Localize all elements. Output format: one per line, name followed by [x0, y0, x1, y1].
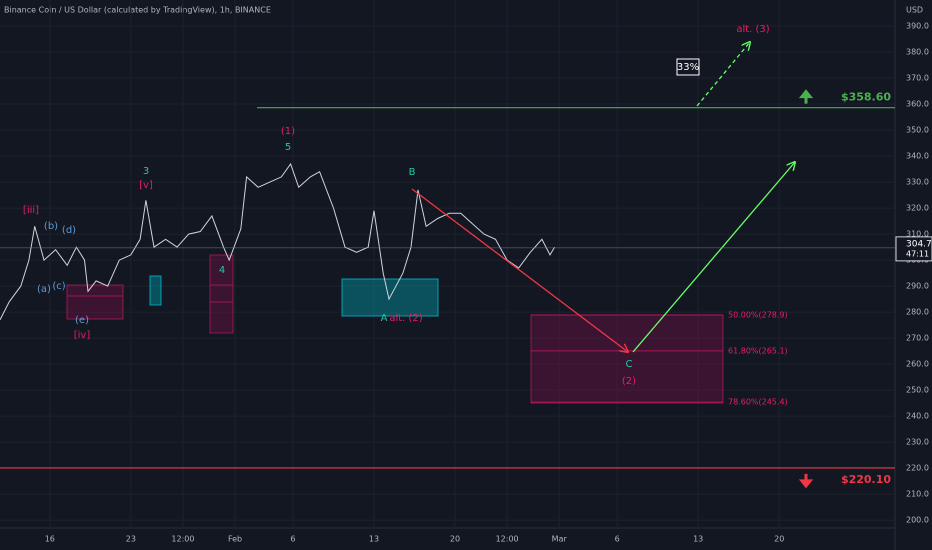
arrow — [411, 188, 628, 352]
y-tick-label: 240.0 — [906, 412, 929, 421]
y-tick-label: 370.0 — [906, 74, 929, 83]
level-arrow — [798, 473, 814, 489]
x-tick-label: 6 — [615, 535, 620, 544]
x-tick-label: 12:00 — [496, 535, 519, 544]
annotation: 4 — [219, 265, 225, 276]
annotation: 5 — [285, 142, 291, 153]
chart-title: Binance Coin / US Dollar (calculated by … — [4, 6, 271, 15]
last-price: 304.7 — [906, 239, 932, 249]
y-tick-label: 350.0 — [906, 126, 929, 135]
x-tick-label: Feb — [228, 535, 242, 544]
y-tick-label: 250.0 — [906, 386, 929, 395]
y-tick-label: 220.0 — [906, 464, 929, 473]
annotation: C — [626, 359, 633, 370]
annotation: (d) — [62, 225, 76, 236]
annotation: (1) — [281, 126, 295, 137]
x-tick-label: 13 — [693, 535, 703, 544]
annotation: (2) — [622, 376, 636, 387]
annotation: A — [381, 313, 388, 324]
x-tick-label: 23 — [126, 535, 136, 544]
annotation: (a) — [37, 284, 51, 295]
y-tick-label: 330.0 — [906, 178, 929, 187]
annotation: alt. (2) — [389, 313, 422, 324]
annotation: (b) — [44, 221, 58, 232]
level-label: $358.60 — [841, 91, 891, 104]
y-tick-label: 210.0 — [906, 490, 929, 499]
last-price-box — [895, 236, 932, 262]
x-tick-label: 13 — [369, 535, 379, 544]
price-line — [0, 162, 556, 321]
x-tick-label: 16 — [45, 535, 55, 544]
annotation: B — [409, 167, 416, 178]
y-tick-label: 380.0 — [906, 48, 929, 57]
annotation: [iii] — [23, 205, 39, 216]
annotation: [v] — [139, 180, 153, 191]
y-tick-label: 230.0 — [906, 438, 929, 447]
x-tick-label: 6 — [290, 535, 295, 544]
annotation: alt. (3) — [736, 24, 769, 35]
zone-box — [149, 275, 162, 306]
annotation: 33% — [677, 62, 699, 73]
y-tick-label: 320.0 — [906, 204, 929, 213]
arrow — [632, 162, 795, 353]
annotation: (e) — [75, 315, 89, 326]
y-tick-label: 290.0 — [906, 282, 929, 291]
x-tick-label: 12:00 — [171, 535, 194, 544]
x-tick-label: 20 — [450, 535, 460, 544]
y-tick-label: 390.0 — [906, 22, 929, 31]
x-tick-label: Mar — [552, 535, 568, 544]
annotation: 3 — [143, 166, 149, 177]
y-tick-label: 260.0 — [906, 360, 929, 369]
y-tick-label: 360.0 — [906, 100, 929, 109]
fib-label: 50.00%(278.9) — [728, 310, 788, 319]
annotation: (c) — [52, 281, 65, 292]
annotation-box — [676, 58, 700, 76]
countdown: 47:11 — [906, 249, 929, 258]
level-arrow — [798, 89, 814, 104]
level-label: $220.10 — [841, 473, 891, 486]
zone-box — [209, 254, 234, 334]
annotation: [iv] — [74, 330, 91, 341]
y-tick-label: 270.0 — [906, 334, 929, 343]
x-tick-label: 20 — [774, 535, 784, 544]
fib-label: 78.60%(245.4) — [728, 398, 788, 407]
y-tick-label: 280.0 — [906, 308, 929, 317]
zone-box — [66, 284, 124, 320]
y-axis-label: USD — [906, 6, 923, 15]
fib-label: 61.80%(265.1) — [728, 346, 788, 355]
y-tick-label: 310.0 — [906, 230, 929, 239]
y-tick-label: 340.0 — [906, 152, 929, 161]
zone-box — [530, 314, 724, 404]
y-tick-label: 200.0 — [906, 516, 929, 525]
